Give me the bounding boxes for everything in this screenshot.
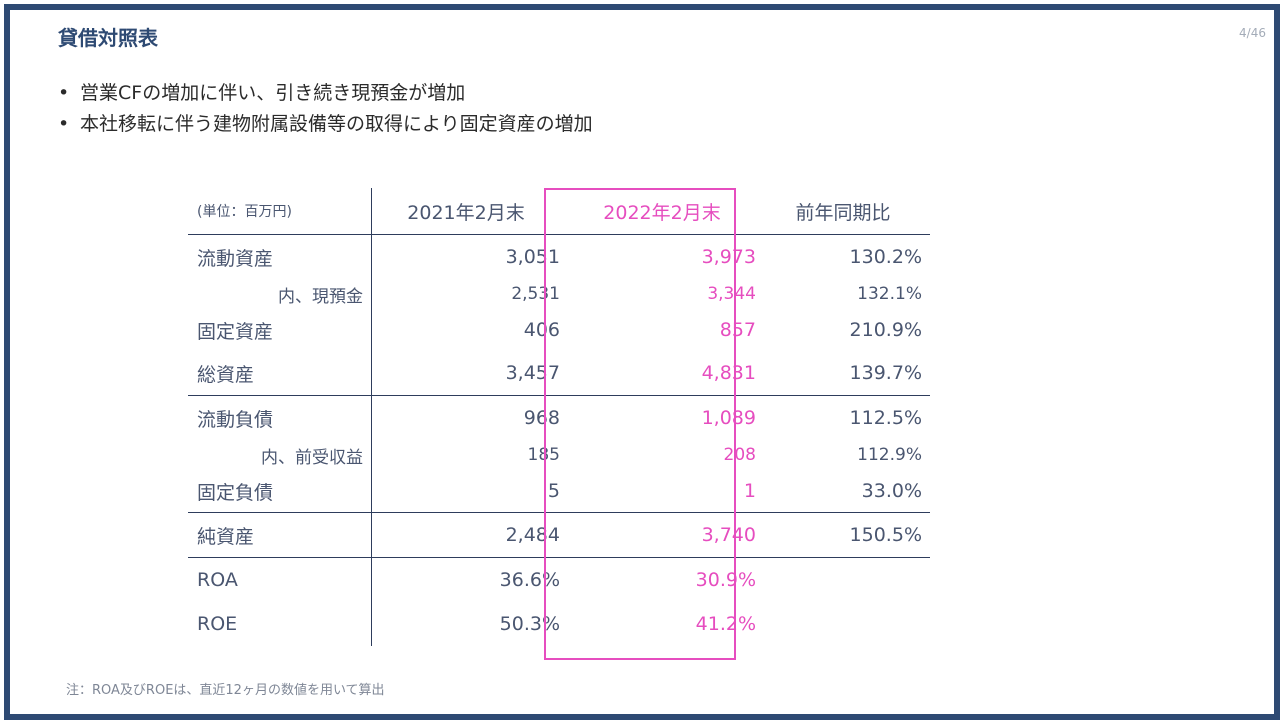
value-yoy <box>764 558 930 603</box>
value-yoy: 112.5% <box>849 407 922 429</box>
value-yoy: 210.9% <box>849 319 922 341</box>
value-2021: 406 <box>523 319 560 341</box>
row-label: 内、前受収益 <box>188 440 372 470</box>
value-2022: 1,089 <box>701 407 756 429</box>
value-yoy: 150.5% <box>764 512 930 558</box>
bullet-item: 営業CFの増加に伴い、引き続き現預金が増加 <box>58 78 593 109</box>
table-row: 固定負債 5 1 33.0% <box>188 470 930 513</box>
row-label: 固定資産 <box>188 309 372 351</box>
value-2021: 5 <box>371 470 568 513</box>
value-2021: 3,457 <box>371 351 568 396</box>
value-2022: 4,831 <box>568 351 764 396</box>
value-2022: 1 <box>568 470 764 513</box>
table-row: 内、現預金 2,531 3,344 132.1% <box>188 279 930 309</box>
value-2022: 857 <box>719 319 756 341</box>
column-header-2022: 2022年2月末 <box>568 188 764 235</box>
value-2022: 30.9% <box>695 569 756 591</box>
value-yoy: 112.9% <box>857 445 922 465</box>
bullet-item: 本社移転に伴う建物附属設備等の取得により固定資産の増加 <box>58 109 593 140</box>
row-label: 純資産 <box>188 512 372 558</box>
table-row: 流動負債 968 1,089 112.5% <box>188 395 930 440</box>
value-yoy: 130.2% <box>849 246 922 268</box>
row-label: ROE <box>188 602 372 646</box>
footnote: 注：ROA及びROEは、直近12ヶ月の数値を用いて算出 <box>66 683 385 698</box>
row-label: 内、現預金 <box>188 279 372 309</box>
value-2022: 3,973 <box>701 246 756 268</box>
value-2021: 3,051 <box>505 246 560 268</box>
row-label: 流動負債 <box>188 395 372 440</box>
table-row: ROA 36.6% 30.9% <box>188 557 930 603</box>
value-2022: 3,344 <box>707 284 756 304</box>
row-label: 固定負債 <box>188 470 372 513</box>
value-2022: 3,740 <box>568 512 764 558</box>
value-yoy: 132.1% <box>857 284 922 304</box>
table-row: 流動資産 3,051 3,973 130.2% <box>188 234 930 279</box>
value-yoy: 33.0% <box>764 470 930 513</box>
value-2021: 968 <box>523 407 560 429</box>
value-2022: 41.2% <box>695 613 756 635</box>
row-label: ROA <box>188 557 372 602</box>
value-2021: 185 <box>527 445 560 465</box>
table-row: 内、前受収益 185 208 112.9% <box>188 440 930 470</box>
bullet-list: 営業CFの増加に伴い、引き続き現預金が増加 本社移転に伴う建物附属設備等の取得に… <box>58 78 593 140</box>
table-row: ROE 50.3% 41.2% <box>188 602 930 646</box>
table-row: 純資産 2,484 3,740 150.5% <box>188 512 930 558</box>
column-header-2021: 2021年2月末 <box>371 188 568 235</box>
value-2021: 36.6% <box>499 569 560 591</box>
slide-title: 貸借対照表 <box>58 26 158 50</box>
slide-frame <box>4 4 1280 720</box>
value-yoy: 139.7% <box>764 351 930 396</box>
column-header-yoy: 前年同期比 <box>764 188 930 235</box>
value-2022: 208 <box>723 445 756 465</box>
unit-label: (単位：百万円) <box>188 188 372 235</box>
balance-sheet-table: (単位：百万円) 2021年2月末 2022年2月末 前年同期比 流動資産 3,… <box>188 188 930 646</box>
row-label: 総資産 <box>188 351 372 396</box>
table-row: 総資産 3,457 4,831 139.7% <box>188 351 930 396</box>
value-2021: 2,484 <box>371 512 568 558</box>
value-2021: 50.3% <box>499 613 560 635</box>
row-label: 流動資産 <box>188 234 372 279</box>
table-header-row: (単位：百万円) 2021年2月末 2022年2月末 前年同期比 <box>188 188 930 235</box>
value-yoy <box>764 602 930 646</box>
value-2021: 2,531 <box>511 284 560 304</box>
table-row: 固定資産 406 857 210.9% <box>188 309 930 351</box>
page-number: 4/46 <box>1239 26 1266 40</box>
